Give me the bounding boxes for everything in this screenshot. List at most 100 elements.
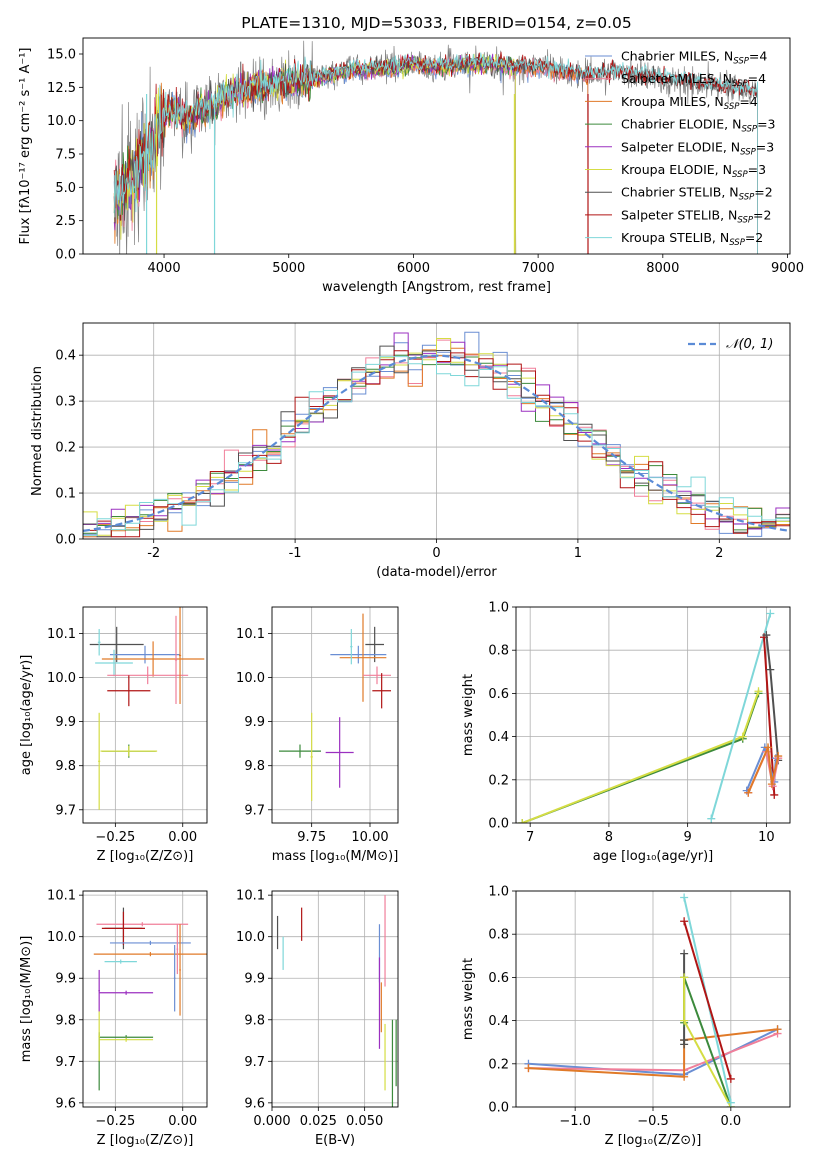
errorbar-chabrier_stelib	[89, 626, 144, 663]
plot-area	[113, 40, 758, 254]
plot-area	[518, 609, 783, 823]
x-tick-label: −0.5	[637, 1114, 669, 1129]
weight-marker	[680, 973, 689, 982]
errorbar-chabrier_miles	[109, 940, 191, 945]
legend-sub: SSP	[741, 125, 757, 135]
x-tick-label: -2	[147, 546, 160, 561]
axes-frame	[82, 322, 791, 540]
weight-line-kroupa_stelib	[710, 613, 772, 819]
errorbar-kroupa_stelib	[104, 959, 137, 964]
x-tick-label: 5000	[272, 261, 305, 276]
x-tick-label: 7	[526, 830, 534, 845]
errorbar-salpeter_stelib	[372, 673, 391, 709]
legend-entry: Chabrier STELIB, NSSP=2	[621, 185, 773, 203]
weight-marker	[680, 1036, 689, 1045]
weight-marker	[680, 893, 689, 902]
y-tick-label: 0.1	[55, 487, 76, 502]
x-tick-label: 9	[684, 830, 692, 845]
y-tick-label: 9.7	[244, 1055, 265, 1070]
x-tick-label: 10	[758, 830, 775, 845]
x-axis-label: Z [log₁₀(Z/Z⊙)]	[97, 1133, 194, 1148]
y-tick-label: 10.0	[47, 671, 76, 686]
histogram-salpeter_miles	[83, 339, 790, 538]
mass-vs-extinction-panel: 0.000 0.025 0.050 9.6 9.7 9.8 9.9 10.0 10.1 E(B-V…	[236, 889, 399, 1148]
legend-text: Chabrier MILES, N	[621, 49, 733, 64]
y-tick-label: 0.0	[488, 817, 509, 832]
x-tick-label: 0.00	[168, 830, 197, 845]
y-tick-label: 0.4	[488, 730, 509, 745]
legend-entry: Kroupa STELIB, NSSP=2	[621, 230, 763, 248]
weight-marker	[707, 814, 716, 823]
errorbar-salpeter_miles	[176, 924, 179, 975]
y-tick-label: 0.0	[488, 1101, 509, 1116]
y-tick-label: 9.6	[244, 1096, 265, 1111]
legend-sub: SSP	[729, 238, 745, 248]
y-axis-label: mass weight	[461, 674, 476, 756]
errorbar-kroupa_elodie	[100, 745, 158, 757]
legend-text: Chabrier STELIB, N	[621, 185, 739, 200]
x-axis-label: mass [log₁₀(M/M⊙)]	[272, 849, 399, 864]
weight-marker	[680, 949, 689, 958]
legend-text: Salpeter MILES, N	[621, 71, 732, 86]
x-tick-label: 1	[574, 546, 582, 561]
age-vs-metallicity-panel: −0.25 0.00 9.7 9.8 9.9 10.0 10.1 Z [log₁₀(Z/Z⊙)…	[19, 606, 208, 864]
x-tick-label: 6000	[397, 261, 430, 276]
errorbar-kroupa_elodie	[310, 712, 313, 801]
y-tick-label: 10.1	[47, 889, 76, 904]
x-tick-label: 0.000	[253, 1114, 290, 1129]
legend-text: Kroupa ELODIE, N	[621, 162, 732, 177]
legend-entry: Kroupa MILES, NSSP=4	[621, 94, 758, 112]
y-tick-label: 0.6	[488, 687, 509, 702]
x-tick-label: -1	[289, 546, 302, 561]
legend-entry: Chabrier MILES, NSSP=4	[621, 49, 767, 67]
x-axis-label: wavelength [Angstrom, rest frame]	[322, 280, 551, 295]
y-tick-label: 1.0	[488, 601, 509, 616]
x-tick-label: 9.75	[297, 830, 326, 845]
errorbar-salpeter_elodie	[325, 717, 354, 788]
plot-area	[83, 331, 790, 538]
weight-marker	[726, 1074, 735, 1083]
y-tick-label: 9.9	[55, 972, 76, 987]
weight-marker	[518, 819, 527, 823]
y-tick-label: 0.4	[488, 1014, 509, 1029]
y-tick-label: 10.0	[236, 671, 265, 686]
x-tick-label: 8000	[646, 261, 679, 276]
y-tick-label: 0.8	[488, 928, 509, 943]
y-tick-label: 5.0	[55, 181, 76, 196]
y-axis-label: mass [log₁₀(M/M⊙)]	[19, 936, 34, 1063]
y-tick-label: 9.8	[244, 1013, 265, 1028]
weight-marker	[767, 780, 776, 789]
y-tick-label: 0.8	[488, 644, 509, 659]
y-tick-label: 0.0	[55, 248, 76, 263]
plot-area	[524, 893, 782, 1107]
errorbar-salpeter_elodie	[99, 990, 154, 995]
x-tick-label: 2	[715, 546, 723, 561]
x-tick-label: −1.0	[559, 1114, 591, 1129]
legend-sub: SSP	[733, 57, 749, 67]
legend-sub: SSP	[724, 102, 740, 112]
spectrum-panel: 4000 5000 6000 7000 8000 9000 0.0 2.5 5.0 7.5 10.0…	[18, 14, 804, 295]
legend-tail: =2	[753, 207, 771, 222]
legend-tail: =4	[748, 71, 766, 86]
y-tick-label: 2.5	[55, 214, 76, 229]
legend-sub: SSP	[737, 215, 753, 225]
x-tick-label: 0.025	[300, 1114, 337, 1129]
legend-tail: =4	[739, 94, 757, 109]
x-axis-label: age [log₁₀(age/yr)]	[593, 849, 714, 864]
weight-marker	[680, 1016, 689, 1025]
legend-tail: =3	[757, 117, 775, 132]
weight-marker	[524, 1064, 533, 1073]
errorbar-salpeter_stelib	[107, 675, 151, 707]
x-tick-label: 7000	[522, 261, 555, 276]
errorbar-salpeter_stelib	[101, 911, 145, 945]
axes-frame	[82, 606, 208, 824]
errorbar-chabrier_stelib	[365, 626, 384, 663]
y-tick-label: 12.5	[47, 81, 76, 96]
mass-vs-metallicity-panel: −0.25 0.00 9.6 9.7 9.8 9.9 10.0 10.1 Z [log₁₀(Z/…	[19, 889, 208, 1148]
legend-tail: =4	[749, 49, 767, 64]
errorbar-kroupa_elodie	[98, 712, 101, 810]
x-axis-label: Z [log₁₀(Z/Z⊙)]	[97, 849, 194, 864]
axes-frame	[82, 37, 791, 255]
grid	[83, 607, 207, 823]
plot-area	[89, 607, 205, 810]
